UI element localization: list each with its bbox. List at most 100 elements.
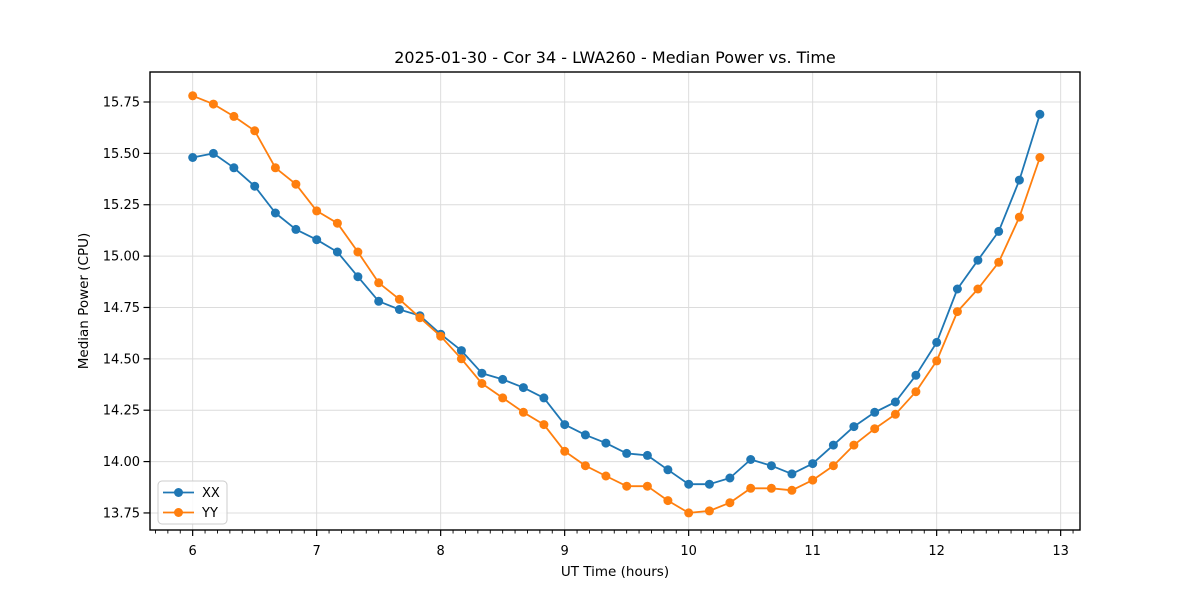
yy-data-point <box>270 163 280 173</box>
yy-data-point <box>808 475 818 485</box>
grid <box>150 72 1080 530</box>
xx-data-point <box>456 346 466 356</box>
xx-data-point <box>622 448 632 458</box>
xx-data-point <box>994 226 1004 236</box>
yy-data-point <box>580 461 590 471</box>
xx-data-point <box>312 235 322 245</box>
yy-data-point <box>1014 212 1024 222</box>
xx-data-point <box>518 383 528 393</box>
legend-label-yy: YY <box>201 506 218 521</box>
y-tick-label: 15.25 <box>103 198 140 213</box>
xx-data-point <box>725 473 735 483</box>
legend: XX YY <box>157 480 228 525</box>
yy-data-point <box>952 307 962 317</box>
xx-series-line <box>191 113 1041 486</box>
legend-label-xx: XX <box>202 486 220 501</box>
xx-data-point <box>704 479 714 489</box>
xx-data-point <box>746 455 756 464</box>
legend-sample-marker-yy <box>174 508 183 517</box>
xx-data-point <box>560 420 570 430</box>
yy-data-point <box>601 471 611 481</box>
x-tick-label: 10 <box>680 544 697 559</box>
yy-data-point <box>477 379 487 388</box>
yy-data-point <box>291 179 301 189</box>
xx-data-point <box>642 450 652 460</box>
xx-data-point <box>828 440 838 450</box>
plot-border <box>149 71 1081 531</box>
xx-data-point <box>952 284 962 294</box>
yy-data-point <box>766 483 776 493</box>
yy-data-point <box>973 284 983 294</box>
xx-data-point <box>374 296 384 306</box>
xx-data-point <box>787 469 797 479</box>
xx-data-point <box>498 374 508 384</box>
xx-data-point <box>911 370 921 380</box>
yy-data-point <box>436 331 446 341</box>
x-axis-label: UT Time (hours) <box>561 564 669 580</box>
x-tick-label: 12 <box>928 544 945 559</box>
xx-data-point <box>766 461 776 471</box>
x-tick-label: 13 <box>1052 544 1069 559</box>
xx-data-point <box>539 393 549 403</box>
tick-labels: 6 7 8 9 10 11 12 13 13.75 14.00 14.25 14.50 14.75 15.… <box>103 95 1069 559</box>
yy-data-point <box>622 481 632 491</box>
y-tick-label: 15.75 <box>103 95 140 110</box>
yy-data-point <box>250 126 260 136</box>
xx-data-point <box>1035 109 1045 119</box>
x-tick-label: 7 <box>313 544 321 559</box>
yy-data-point <box>932 356 942 366</box>
yy-data-point <box>560 446 570 456</box>
plot-series <box>188 91 1045 518</box>
yy-data-point <box>704 506 714 516</box>
y-tick-label: 14.25 <box>103 404 140 419</box>
yy-data-point <box>994 257 1004 267</box>
xx-data-point <box>477 368 487 378</box>
yy-data-point <box>725 498 735 508</box>
yy-data-point <box>539 420 549 430</box>
legend-sample-marker-xx <box>174 488 183 497</box>
xx-data-point <box>932 337 942 347</box>
xx-data-point <box>870 407 880 417</box>
xx-data-point <box>808 459 818 469</box>
y-tick-label: 14.00 <box>103 455 140 470</box>
y-tick-label: 15.00 <box>103 250 140 265</box>
yy-data-point <box>518 407 528 417</box>
xx-data-point <box>849 422 859 432</box>
x-tick-label: 11 <box>804 544 821 559</box>
yy-data-point <box>787 485 797 495</box>
xx-data-point <box>332 247 342 257</box>
xx-data-point <box>1014 175 1024 185</box>
xx-data-point <box>663 465 673 475</box>
yy-data-point <box>332 218 342 228</box>
yy-data-point <box>684 508 694 518</box>
yy-data-point <box>642 481 652 491</box>
y-tick-label: 14.75 <box>103 301 140 316</box>
yy-data-point <box>828 461 838 471</box>
y-tick-label: 14.50 <box>103 352 140 367</box>
yy-data-point <box>849 440 859 450</box>
x-tick-label: 8 <box>437 544 445 559</box>
yy-data-point <box>663 496 673 506</box>
yy-data-point <box>208 99 218 109</box>
yy-series-line <box>191 94 1041 514</box>
yy-data-point <box>870 424 880 434</box>
yy-data-point <box>456 354 466 364</box>
yy-data-point <box>312 206 322 216</box>
yy-data-point <box>394 294 404 304</box>
xx-data-point <box>188 153 198 162</box>
y-tick-label: 15.50 <box>103 147 140 162</box>
yy-data-point <box>1035 153 1045 162</box>
xx-data-point <box>291 224 301 234</box>
xx-data-point <box>229 163 239 173</box>
yy-data-point <box>890 409 900 419</box>
x-tick-label: 6 <box>189 544 197 559</box>
xx-data-point <box>353 272 363 282</box>
x-tick-label: 9 <box>561 544 569 559</box>
yy-data-point <box>188 91 198 101</box>
chart-title: 2025-01-30 - Cor 34 - LWA260 - Median Po… <box>394 48 836 67</box>
xx-data-point <box>601 438 611 448</box>
yy-data-point <box>353 247 363 257</box>
yy-data-point <box>374 278 384 288</box>
